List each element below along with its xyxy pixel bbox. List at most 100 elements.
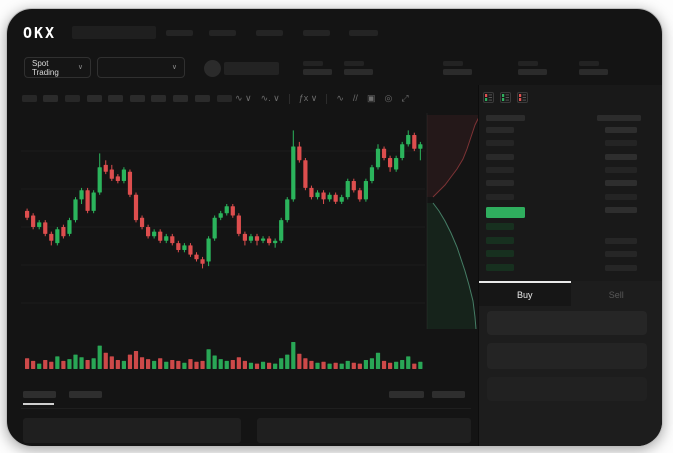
snapshot-icon[interactable]: ▣: [366, 93, 376, 103]
bid-price-bar[interactable]: [486, 250, 514, 257]
amount-input[interactable]: [487, 343, 647, 369]
book-both-sides-icon[interactable]: [483, 90, 494, 108]
candle-body: [176, 243, 181, 250]
fullscreen-icon[interactable]: ⤢: [401, 93, 409, 103]
bid-amount-bar[interactable]: [605, 237, 637, 244]
candlestick-chart[interactable]: [21, 109, 481, 376]
ask-amount-bar[interactable]: [605, 206, 637, 213]
ask-price-bar[interactable]: [486, 140, 514, 147]
ask-amount-bar[interactable]: [605, 140, 637, 147]
order-form: [479, 306, 662, 446]
volume-bar: [206, 349, 211, 369]
timeframe-button[interactable]: [151, 95, 166, 102]
ask-price-bar[interactable]: [486, 153, 514, 160]
bottom-tab[interactable]: [69, 391, 102, 398]
timeframe-button[interactable]: [195, 95, 210, 102]
nav-item-placeholder[interactable]: [166, 30, 193, 36]
volume-bar: [388, 362, 393, 369]
volume-bar: [170, 360, 175, 369]
volume-bar: [79, 357, 84, 369]
okx-logo[interactable]: OKX: [23, 24, 57, 42]
candle-body: [115, 176, 120, 181]
volume-bar: [31, 360, 36, 369]
tab-buy[interactable]: Buy: [479, 281, 571, 306]
candle-body: [242, 233, 247, 241]
candle-body: [321, 192, 326, 200]
volume-bar: [357, 363, 362, 369]
timeframe-button[interactable]: [173, 95, 188, 102]
candle-body: [267, 238, 272, 244]
compare-icon[interactable]: //: [352, 93, 358, 103]
candle-body: [357, 190, 362, 200]
bid-price-bar[interactable]: [486, 263, 514, 271]
volume-bar: [394, 361, 399, 369]
chart-type-icon[interactable]: ∿. ∨: [260, 93, 280, 103]
orderbook-header-price[interactable]: [486, 115, 525, 121]
chart-settings-icon[interactable]: ◎: [384, 93, 393, 103]
total-input[interactable]: [487, 377, 647, 401]
timeframe-button[interactable]: [130, 95, 145, 102]
last-price-bar[interactable]: [486, 207, 525, 218]
candle-body: [230, 206, 235, 216]
volume-bar: [363, 360, 368, 369]
market-selector-label: Spot Trading: [32, 58, 59, 77]
timeframe-button[interactable]: [108, 95, 123, 102]
pair-name-placeholder: [224, 62, 279, 75]
candle-body: [212, 217, 217, 239]
book-bids-only-icon[interactable]: [500, 90, 511, 108]
app-window: OKX Spot Trading ∨ ∨ ∿ ∨ ∿. ∨ ƒx ∨ ∿ // ▣ ◎ ⤢: [6, 8, 663, 447]
volume-bar: [351, 362, 356, 369]
nav-item-placeholder[interactable]: [303, 30, 330, 36]
volume-bar: [248, 362, 254, 369]
volume-bar: [97, 345, 102, 369]
ask-price-bar[interactable]: [486, 166, 514, 173]
candle-body: [55, 229, 60, 244]
pair-selector-dropdown[interactable]: ∨: [97, 57, 185, 78]
candle-body: [224, 206, 229, 214]
ask-amount-bar[interactable]: [605, 166, 637, 173]
timeframe-button[interactable]: [65, 95, 80, 102]
candle-body: [37, 222, 42, 227]
nav-item-placeholder[interactable]: [256, 30, 283, 36]
timeframe-button[interactable]: [87, 95, 102, 102]
volume-bar: [176, 360, 181, 369]
bottom-tab-underline: [23, 403, 54, 405]
tab-sell[interactable]: Sell: [570, 281, 662, 306]
book-asks-only-icon[interactable]: [517, 90, 528, 108]
timeframe-button[interactable]: [43, 95, 58, 102]
candle-style-icon[interactable]: ∿ ∨: [235, 93, 252, 103]
indicators-icon[interactable]: ƒx ∨: [298, 93, 318, 103]
bottom-action-placeholder[interactable]: [432, 391, 465, 398]
ask-amount-bar[interactable]: [605, 193, 637, 200]
price-input[interactable]: [487, 311, 647, 335]
orderbook-header-amount[interactable]: [597, 115, 641, 121]
candle-body: [369, 167, 375, 181]
candle-body: [194, 254, 199, 260]
volume-bar: [200, 360, 205, 369]
bottom-action-placeholder[interactable]: [389, 391, 424, 398]
nav-item-placeholder[interactable]: [349, 30, 378, 36]
ask-price-bar[interactable]: [486, 127, 514, 133]
ask-amount-bar[interactable]: [605, 180, 637, 187]
nav-item-placeholder[interactable]: [209, 30, 236, 36]
bottom-tab-active[interactable]: [23, 391, 56, 398]
ask-price-bar[interactable]: [486, 193, 514, 200]
volume-bar: [182, 362, 187, 369]
timeframe-button[interactable]: [22, 95, 37, 102]
line-tool-icon[interactable]: ∿: [336, 93, 344, 103]
bid-price-bar[interactable]: [486, 223, 514, 230]
candle-body: [273, 240, 278, 244]
search-placeholder[interactable]: [72, 26, 156, 39]
volume-bar: [67, 359, 72, 369]
candle-body: [375, 148, 381, 168]
timeframe-button[interactable]: [217, 95, 232, 102]
candle-body: [303, 160, 308, 188]
ask-price-bar[interactable]: [486, 180, 514, 187]
bid-amount-bar[interactable]: [605, 264, 637, 271]
bid-amount-bar[interactable]: [605, 251, 637, 257]
market-selector-dropdown[interactable]: Spot Trading ∨: [24, 57, 91, 78]
volume-bar: [285, 354, 290, 369]
bid-price-bar[interactable]: [486, 236, 514, 244]
ask-amount-bar[interactable]: [605, 153, 637, 160]
ask-amount-bar[interactable]: [605, 127, 637, 133]
